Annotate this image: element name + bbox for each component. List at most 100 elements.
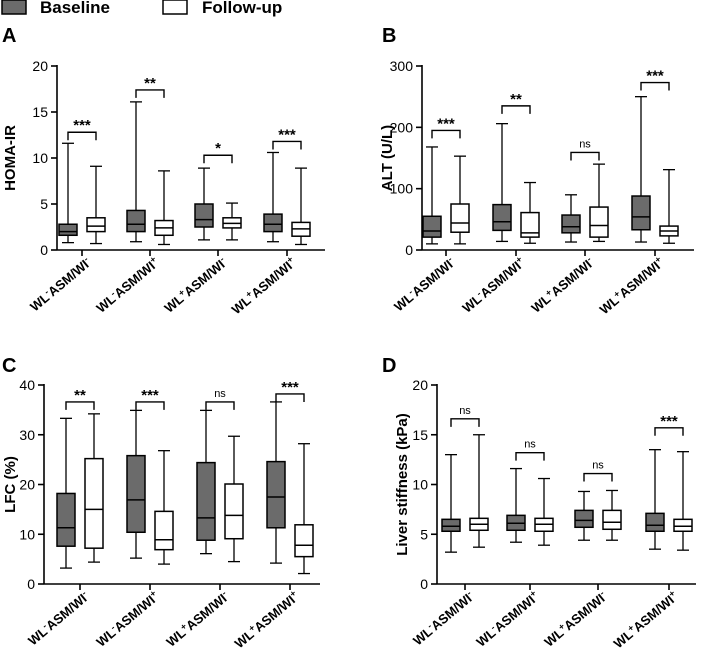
legend-swatch-baseline [1, 0, 27, 15]
box-baseline [631, 96, 651, 243]
panel-d: D Liver stiffness (kPa) 0 5 10 15 20 WL-ASM/WI-… [382, 355, 696, 651]
significance-label: ** [510, 91, 522, 108]
iqr-box [86, 217, 106, 233]
legend: Baseline Follow-up [1, 0, 282, 17]
iqr-box [574, 509, 594, 529]
box-followup [154, 170, 174, 246]
significance-label: *** [73, 117, 91, 134]
x-category-label: WL-ASM/WI+ [93, 254, 162, 316]
y-tick-label: 30 [19, 427, 35, 443]
y-tick-label: 15 [412, 427, 428, 443]
y-tick-label: 0 [40, 242, 48, 258]
significance-bracket [275, 393, 305, 402]
significance-bracket [583, 472, 613, 482]
iqr-box [126, 209, 146, 233]
y-tick-label: 100 [390, 181, 414, 197]
legend-label-baseline: Baseline [40, 0, 110, 17]
y-tick-label: 10 [32, 150, 48, 166]
y-axis-title: LFC (%) [2, 456, 19, 513]
significance-bracket [640, 81, 670, 91]
iqr-box [154, 510, 174, 551]
box-followup [154, 450, 174, 565]
y-tick-label: 200 [390, 119, 414, 135]
x-category-label: WL+ASM/WI- [528, 254, 597, 316]
iqr-box [266, 460, 286, 529]
y-tick-label: 0 [405, 242, 413, 258]
significance-label: * [215, 140, 221, 157]
significance-label: ns [214, 388, 226, 400]
significance-label: *** [141, 387, 159, 404]
significance-bracket [515, 451, 545, 461]
y-tick-label: 5 [420, 526, 428, 542]
box-baseline [58, 142, 78, 244]
panel-letter: D [382, 355, 396, 377]
significance-bracket [67, 131, 97, 141]
x-category-label: WL-ASM/WI- [409, 588, 476, 648]
significance-label: *** [646, 68, 664, 85]
iqr-box [441, 518, 461, 533]
significance-label: *** [660, 413, 678, 430]
significance-bracket [654, 427, 684, 436]
x-category-label: WL+ASM/WI+ [231, 588, 302, 651]
x-category-label: WL-ASM/WI- [24, 588, 91, 648]
y-axis-title: ALT (U/L) [379, 125, 396, 191]
x-category-label: WL-ASM/WI- [26, 254, 93, 314]
box-followup [450, 155, 470, 245]
significance-label: ns [579, 138, 591, 150]
iqr-box [589, 206, 609, 238]
box-baseline [645, 449, 665, 550]
significance-label: ** [74, 387, 86, 404]
x-category-label: WL+ASM/WI- [163, 588, 232, 650]
box-baseline [56, 417, 76, 569]
y-axis-title: HOMA-IR [2, 125, 19, 191]
box-followup [602, 489, 622, 541]
panel-letter: C [2, 355, 16, 377]
significance-label: ns [524, 439, 536, 451]
x-category-label: WL-ASM/WI+ [459, 254, 528, 316]
significance-bracket [135, 89, 165, 98]
panel-c: C LFC (%) 0 10 20 30 40 WL-ASM/WI- ** WL-ASM/WI+ *… [2, 355, 320, 651]
iqr-box [58, 223, 78, 237]
x-category-label: WL+ASM/WI+ [596, 254, 667, 317]
legend-swatch-followup [162, 0, 188, 15]
significance-bracket [203, 154, 233, 164]
y-tick-label: 20 [32, 58, 48, 74]
legend-label-followup: Follow-up [202, 0, 282, 17]
panel-b: B ALT (U/L) 0 100 200 300 WL-ASM/WI- *** WL-ASM/… [379, 25, 694, 317]
y-axis-title: Liver stiffness (kPa) [394, 413, 411, 556]
box-followup [469, 434, 489, 548]
significance-label: *** [281, 379, 299, 396]
iqr-box [196, 461, 216, 541]
significance-bracket [205, 401, 235, 410]
iqr-box [631, 195, 651, 231]
box-baseline [561, 194, 581, 243]
iqr-box [422, 215, 442, 238]
y-tick-label: 0 [420, 576, 428, 592]
box-baseline [441, 453, 461, 553]
box-baseline [196, 409, 216, 555]
iqr-box [126, 454, 146, 534]
significance-bracket [431, 129, 461, 139]
y-tick-label: 5 [40, 196, 48, 212]
y-tick-label: 15 [32, 104, 48, 120]
panel-letter: B [382, 25, 396, 47]
x-category-label: WL+ASM/WI- [541, 588, 610, 650]
iqr-box [520, 211, 540, 238]
x-category-label: WL-ASM/WI- [390, 254, 457, 314]
significance-bracket [272, 140, 302, 150]
box-baseline [126, 409, 146, 559]
panel-letter: A [2, 25, 16, 47]
x-category-label: WL+ASM/WI+ [228, 254, 299, 317]
y-tick-label: 0 [27, 576, 35, 592]
box-baseline [506, 467, 526, 543]
iqr-box [450, 203, 470, 233]
box-followup [291, 167, 311, 246]
x-category-label: WL-ASM/WI+ [93, 588, 162, 650]
iqr-box [673, 518, 693, 533]
box-baseline [492, 123, 512, 243]
iqr-box [645, 512, 665, 533]
significance-bracket [501, 105, 531, 114]
iqr-box [84, 457, 104, 549]
iqr-box [602, 509, 622, 531]
